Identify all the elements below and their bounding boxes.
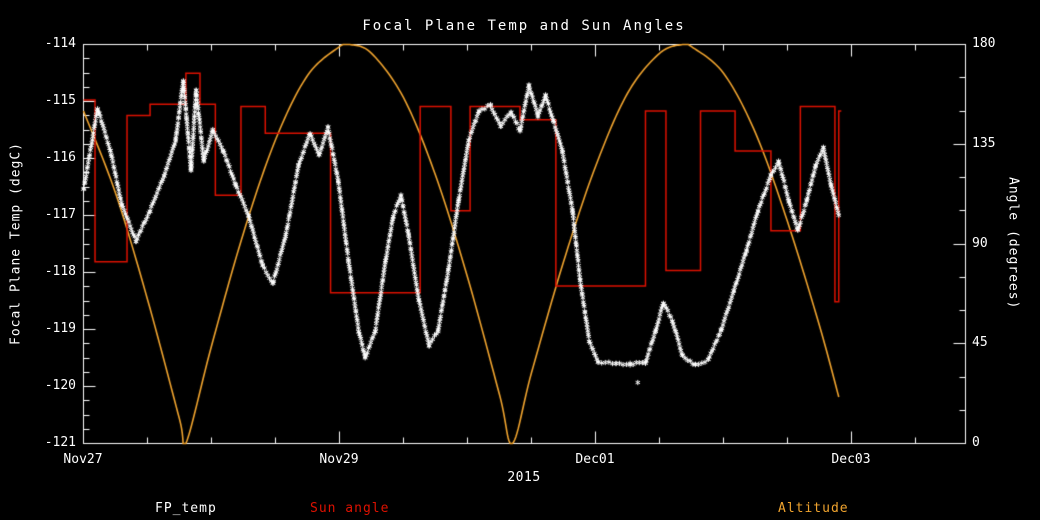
y-left-tick-label: -116 bbox=[44, 150, 76, 165]
y-left-axis-title: Focal Plane Temp (degC) bbox=[8, 142, 24, 346]
y-right-tick-label: 180 bbox=[972, 36, 996, 51]
y-left-tick-label: -114 bbox=[44, 36, 76, 51]
y-left-tick-label: -115 bbox=[44, 93, 76, 108]
legend-altitude: Altitude bbox=[778, 501, 849, 516]
y-left-tick-label: -121 bbox=[44, 435, 76, 450]
y-left-tick-label: -119 bbox=[44, 321, 76, 336]
x-tick-label: Dec01 bbox=[575, 452, 615, 467]
y-right-tick-label: 0 bbox=[972, 435, 980, 450]
y-left-tick-label: -120 bbox=[44, 378, 76, 393]
y-right-tick-label: 135 bbox=[972, 136, 996, 151]
x-axis-year-label: 2015 bbox=[507, 470, 541, 485]
y-right-axis-title: Angle (degrees) bbox=[1005, 177, 1021, 310]
x-tick-label: Nov29 bbox=[319, 452, 359, 467]
legend-sun-angle: Sun angle bbox=[310, 501, 390, 516]
legend-fp-temp: FP_temp bbox=[155, 501, 217, 516]
y-left-tick-label: -118 bbox=[44, 264, 76, 279]
y-right-tick-label: 45 bbox=[972, 335, 988, 350]
x-tick-label: Dec03 bbox=[831, 452, 871, 467]
x-tick-label: Nov27 bbox=[63, 452, 103, 467]
chart-title: Focal Plane Temp and Sun Angles bbox=[362, 18, 686, 34]
y-left-tick-label: -117 bbox=[44, 207, 76, 222]
y-right-tick-label: 90 bbox=[972, 236, 988, 251]
